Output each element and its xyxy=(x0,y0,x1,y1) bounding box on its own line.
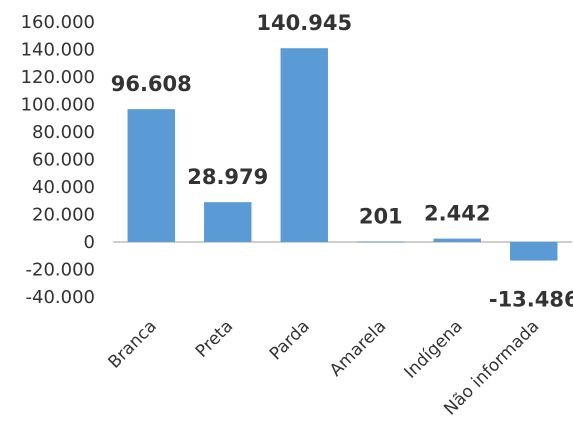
data-label: 2.442 xyxy=(424,202,490,226)
category-label: Preta xyxy=(192,316,237,361)
bar xyxy=(510,242,558,261)
category-label: Amarela xyxy=(326,316,390,380)
y-tick-label: 120.000 xyxy=(21,67,95,88)
bar xyxy=(127,109,175,242)
bar xyxy=(204,202,252,242)
y-tick-label: 60.000 xyxy=(32,150,95,171)
y-tick-label: 100.000 xyxy=(21,95,95,116)
y-tick-label: -20.000 xyxy=(26,260,95,281)
data-label: 201 xyxy=(359,205,403,229)
y-tick-label: 0 xyxy=(84,232,95,253)
data-label: 96.608 xyxy=(111,72,192,96)
y-tick-label: 40.000 xyxy=(32,177,95,198)
y-tick-label: 160.000 xyxy=(21,12,95,33)
data-label: 28.979 xyxy=(187,165,268,189)
category-label: Parda xyxy=(266,316,314,364)
data-label: 140.945 xyxy=(256,11,352,35)
bar xyxy=(357,241,405,243)
bar xyxy=(433,238,481,242)
data-label: -13.486 xyxy=(489,288,573,312)
category-label: Branca xyxy=(104,316,160,372)
y-tick-label: -40.000 xyxy=(26,287,95,308)
bar xyxy=(280,48,328,243)
y-tick-label: 140.000 xyxy=(21,40,95,61)
y-tick-label: 80.000 xyxy=(32,122,95,143)
y-axis-ticks: 160.000 140.000 120.000 100.000 80.000 60.000… xyxy=(21,12,95,308)
bars xyxy=(127,48,558,261)
data-labels: 96.608 28.979 140.945 201 2.442 -13.486 xyxy=(111,11,573,311)
y-tick-label: 20.000 xyxy=(32,205,95,226)
category-label: Indígena xyxy=(400,316,466,382)
